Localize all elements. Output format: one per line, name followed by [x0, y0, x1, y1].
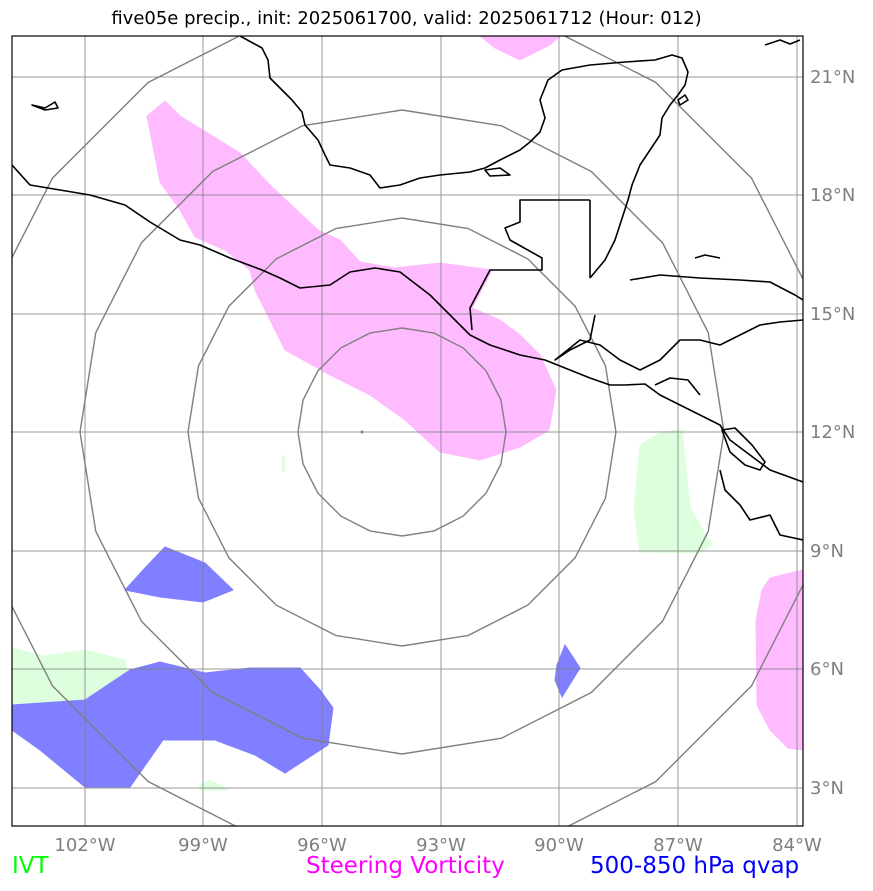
gridlines	[12, 36, 803, 826]
lon-tick-93w: 93°W	[416, 835, 466, 856]
island-cozumel	[677, 94, 689, 106]
range-ring-1	[297, 327, 507, 537]
lat-tick-3n: 3°N	[810, 778, 844, 799]
lat-tick-18n: 18°N	[810, 185, 855, 206]
coastline-caribbean	[629, 274, 803, 301]
lat-tick-15n: 15°N	[810, 304, 855, 325]
island-small	[694, 254, 721, 259]
lon-tick-96w: 96°W	[297, 835, 347, 856]
range-ring-4	[12, 36, 803, 826]
vorticity-shading	[146, 36, 803, 751]
lat-tick-6n: 6°N	[810, 659, 844, 680]
ivt-area-east	[633, 429, 713, 554]
qvap-area-east	[554, 643, 581, 699]
coastlines	[12, 36, 803, 541]
lat-tick-labels: 21°N 18°N 15°N 12°N 9°N 6°N 3°N	[810, 67, 855, 799]
vorticity-area-east	[755, 569, 803, 751]
lat-tick-12n: 12°N	[810, 422, 855, 443]
lon-tick-87w: 87°W	[653, 835, 703, 856]
island-nw	[764, 39, 801, 46]
border-nicaragua	[654, 377, 701, 396]
map-border	[11, 35, 804, 827]
legend-ivt: IVT	[12, 853, 49, 879]
vorticity-area-north	[479, 36, 561, 61]
legend-steering-vorticity: Steering Vorticity	[306, 853, 505, 879]
range-rings	[12, 36, 803, 826]
lake-nicaragua	[721, 427, 766, 471]
coastline-costa-rica	[719, 469, 803, 541]
lon-tick-84w: 84°W	[772, 835, 822, 856]
lat-tick-9n: 9°N	[810, 541, 844, 562]
lon-tick-99w: 99°W	[178, 835, 228, 856]
lon-tick-90w: 90°W	[534, 835, 584, 856]
coastline-pacific	[12, 164, 803, 483]
storm-center-marker	[360, 430, 364, 434]
coastline-gulf	[239, 36, 689, 279]
vorticity-area-main	[146, 100, 557, 461]
qvap-area-west	[124, 546, 234, 603]
lon-tick-labels: 102°W 99°W 96°W 93°W 90°W 87°W 84°W	[54, 835, 822, 856]
ivt-area-small	[281, 453, 286, 473]
lon-tick-102w: 102°W	[54, 835, 115, 856]
map-title: five05e precip., init: 2025061700, valid…	[111, 8, 702, 29]
range-ring-2	[187, 217, 617, 647]
qvap-shading	[12, 546, 581, 788]
island-gulf	[484, 167, 511, 177]
border-guatemala-mexico	[469, 199, 590, 331]
lat-tick-21n: 21°N	[810, 67, 855, 88]
island-west	[31, 101, 59, 111]
legend-qvap: 500-850 hPa qvap	[590, 853, 800, 879]
range-ring-3	[79, 109, 725, 755]
border-honduras	[554, 314, 803, 371]
